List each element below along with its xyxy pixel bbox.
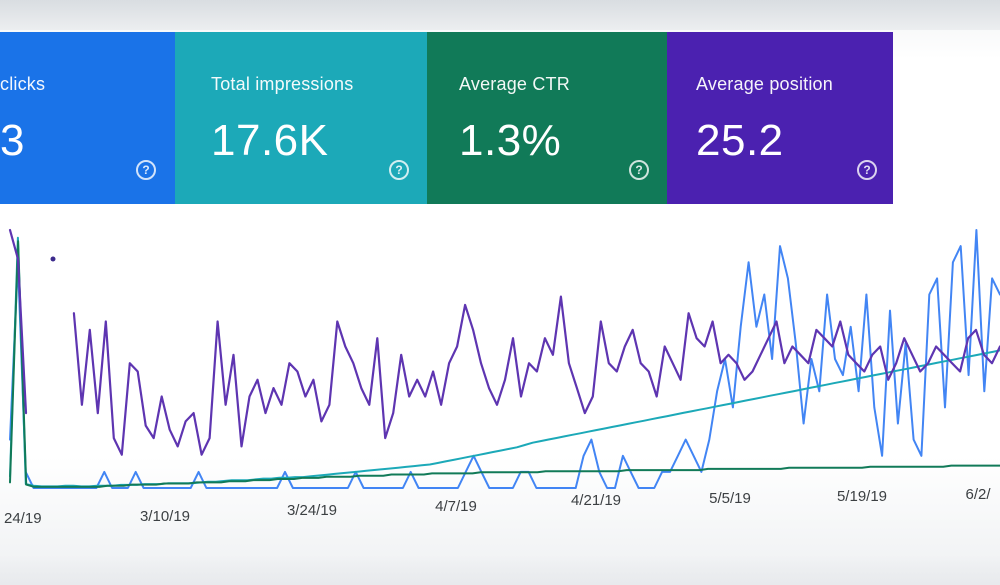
performance-line-chart: 24/19 3/10/19 3/24/19 4/7/19 4/21/19 5/5/19 5/… (4, 228, 1000, 527)
x-axis-tick-label: 5/5/19 (709, 490, 751, 507)
x-axis-tick-label: 24/19 (4, 510, 42, 527)
clicks-series-line (9, 229, 1000, 489)
question-circle-icon[interactable]: ? (857, 160, 877, 180)
average-position-card[interactable]: Average position 25.2 ? (667, 32, 893, 204)
bottom-edge (0, 555, 1000, 585)
metric-cards: clicks 3 ? Total impressions 17.6K ? Ave… (0, 32, 893, 204)
card-label: Average CTR (459, 74, 570, 94)
position-series-line (8, 228, 1000, 456)
x-axis-tick-label: 3/24/19 (287, 502, 337, 519)
top-toolbar (0, 0, 1000, 30)
question-circle-icon[interactable]: ? (389, 160, 409, 180)
average-ctr-card[interactable]: Average CTR 1.3% ? (427, 32, 667, 204)
total-impressions-card[interactable]: Total impressions 17.6K ? (175, 32, 427, 204)
performance-chart: 24/19 3/10/19 3/24/19 4/7/19 4/21/19 5/5/19 5/… (0, 205, 1000, 585)
x-axis-tick-label: 6/2/ (965, 486, 991, 503)
total-clicks-card[interactable]: clicks 3 ? (0, 32, 175, 204)
position-series-point (50, 256, 56, 262)
question-circle-icon[interactable]: ? (136, 160, 156, 180)
card-value: 1.3% (459, 116, 562, 165)
question-circle-icon[interactable]: ? (629, 160, 649, 180)
card-value: 3 (0, 116, 25, 165)
x-axis-tick-label: 4/7/19 (435, 498, 477, 515)
card-label: Total impressions (211, 74, 354, 94)
card-label: Average position (696, 74, 833, 94)
card-value: 17.6K (211, 116, 329, 165)
card-label: clicks (0, 74, 46, 94)
impressions-series-line (9, 236, 1000, 488)
x-axis-tick-label: 4/21/19 (571, 492, 621, 509)
x-axis-tick-label: 3/10/19 (140, 508, 190, 525)
x-axis-tick-label: 5/19/19 (837, 488, 887, 505)
ctr-series-line (9, 240, 1000, 488)
card-value: 25.2 (696, 116, 784, 165)
